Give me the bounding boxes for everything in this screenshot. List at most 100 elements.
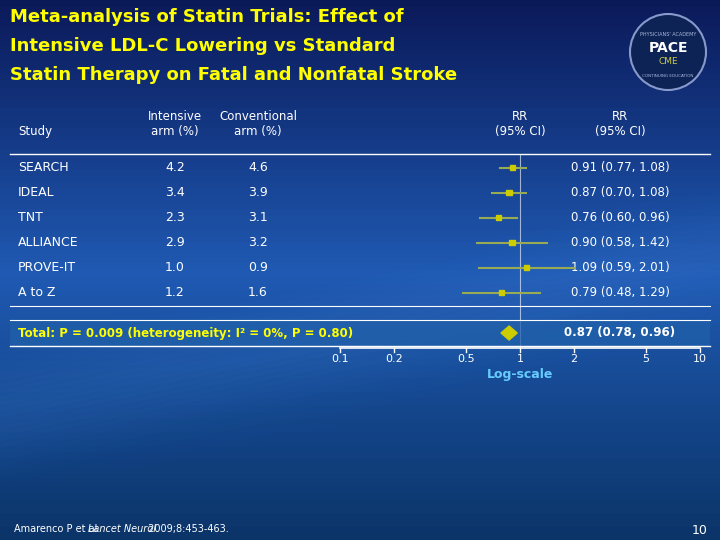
Text: RR
(95% CI): RR (95% CI) <box>595 110 645 138</box>
Bar <box>0 324 720 332</box>
Bar <box>506 190 512 195</box>
Text: RR
(95% CI): RR (95% CI) <box>495 110 545 138</box>
Text: 3.1: 3.1 <box>248 211 268 224</box>
Bar <box>0 115 720 123</box>
Text: 0.5: 0.5 <box>457 354 474 364</box>
Text: Lancet Neurol.: Lancet Neurol. <box>88 524 159 534</box>
Bar <box>0 270 720 278</box>
Bar <box>10 320 710 346</box>
Bar <box>0 54 720 62</box>
Text: Amarenco P et al.: Amarenco P et al. <box>14 524 104 534</box>
Bar <box>0 74 720 82</box>
Bar <box>0 405 720 413</box>
Bar <box>0 364 720 372</box>
Bar <box>0 284 720 291</box>
Bar <box>0 40 720 48</box>
Text: PROVE-IT: PROVE-IT <box>18 261 76 274</box>
Bar <box>0 534 720 540</box>
Bar <box>0 486 720 494</box>
Bar <box>0 500 720 507</box>
Text: 1: 1 <box>516 354 523 364</box>
Bar <box>0 291 720 298</box>
Text: PHYSICIANS' ACADEMY: PHYSICIANS' ACADEMY <box>640 31 696 37</box>
Bar <box>0 338 720 345</box>
Bar <box>0 459 720 467</box>
Bar <box>499 290 504 295</box>
Bar <box>0 519 720 528</box>
Text: A to Z: A to Z <box>18 286 55 299</box>
Bar <box>0 102 720 109</box>
Text: Conventional
arm (%): Conventional arm (%) <box>219 110 297 138</box>
Bar <box>0 6 720 15</box>
Text: 0.1: 0.1 <box>331 354 348 364</box>
Text: Intensive
arm (%): Intensive arm (%) <box>148 110 202 138</box>
Text: Intensive LDL-C Lowering vs Standard: Intensive LDL-C Lowering vs Standard <box>10 37 395 55</box>
Text: 5: 5 <box>642 354 649 364</box>
Text: 2: 2 <box>571 354 577 364</box>
Bar <box>0 230 720 237</box>
Text: 0.90 (0.58, 1.42): 0.90 (0.58, 1.42) <box>571 236 670 249</box>
Text: 0.79 (0.48, 1.29): 0.79 (0.48, 1.29) <box>570 286 670 299</box>
Bar <box>0 202 720 210</box>
Bar <box>0 372 720 379</box>
Bar <box>0 243 720 251</box>
Text: 1.6: 1.6 <box>248 286 268 299</box>
Bar <box>0 297 720 305</box>
Bar <box>0 330 720 339</box>
Bar <box>0 438 720 447</box>
Bar <box>0 87 720 96</box>
Bar <box>0 317 720 325</box>
Text: Meta-analysis of Statin Trials: Effect of: Meta-analysis of Statin Trials: Effect o… <box>10 8 404 26</box>
Text: 10: 10 <box>693 354 707 364</box>
Bar <box>0 237 720 244</box>
Text: 1.09 (0.59, 2.01): 1.09 (0.59, 2.01) <box>571 261 670 274</box>
Text: IDEAL: IDEAL <box>18 186 55 199</box>
Bar <box>0 480 720 487</box>
Bar <box>509 240 515 245</box>
Bar <box>0 472 720 480</box>
Text: SEARCH: SEARCH <box>18 161 68 174</box>
Bar <box>0 263 720 271</box>
Bar <box>510 165 516 170</box>
Bar <box>0 513 720 521</box>
Bar <box>0 465 720 474</box>
Bar <box>0 176 720 183</box>
Text: TNT: TNT <box>18 211 43 224</box>
Text: 2.9: 2.9 <box>165 236 185 249</box>
Text: 10: 10 <box>692 524 708 537</box>
Bar <box>0 195 720 204</box>
Text: ALLIANCE: ALLIANCE <box>18 236 78 249</box>
Bar <box>0 135 720 143</box>
Bar <box>0 20 720 28</box>
Bar <box>0 418 720 426</box>
Bar <box>0 446 720 453</box>
Text: Log-scale: Log-scale <box>487 368 553 381</box>
Text: Statin Therapy on Fatal and Nonfatal Stroke: Statin Therapy on Fatal and Nonfatal Str… <box>10 66 457 84</box>
Bar <box>0 141 720 150</box>
Text: 0.9: 0.9 <box>248 261 268 274</box>
Bar <box>0 222 720 231</box>
Bar <box>0 14 720 21</box>
Text: 0.91 (0.77, 1.08): 0.91 (0.77, 1.08) <box>571 161 670 174</box>
Bar <box>0 378 720 386</box>
Bar <box>0 94 720 102</box>
Bar <box>0 27 720 35</box>
Bar <box>0 47 720 55</box>
Bar <box>0 249 720 258</box>
Bar <box>0 148 720 156</box>
Bar <box>0 492 720 501</box>
Bar <box>0 411 720 420</box>
Bar <box>0 122 720 129</box>
Bar <box>0 216 720 224</box>
Bar <box>0 33 720 42</box>
Text: 0.87 (0.78, 0.96): 0.87 (0.78, 0.96) <box>564 327 675 340</box>
Text: 1.2: 1.2 <box>165 286 185 299</box>
Polygon shape <box>501 326 517 340</box>
Bar <box>0 162 720 170</box>
Bar <box>0 156 720 163</box>
Text: Total: P = 0.009 (heterogeneity: I² = 0%, P = 0.80): Total: P = 0.009 (heterogeneity: I² = 0%… <box>18 327 353 340</box>
Bar <box>0 108 720 116</box>
Bar <box>0 209 720 217</box>
Bar <box>0 183 720 190</box>
Bar <box>0 81 720 89</box>
